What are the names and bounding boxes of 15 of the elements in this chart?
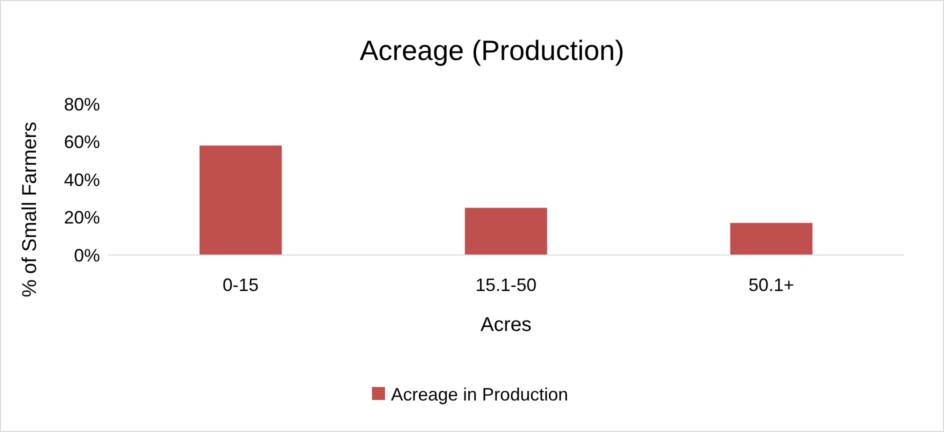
y-tick-label: 80%: [64, 94, 100, 114]
y-tick-label: 20%: [64, 208, 100, 228]
y-tick-label: 60%: [64, 132, 100, 152]
legend-label: Acreage in Production: [391, 384, 568, 404]
bar: [200, 146, 282, 255]
bar: [730, 222, 812, 255]
y-axis-title: % of Small Farmers: [19, 122, 41, 298]
y-tick-label: 0%: [74, 245, 100, 266]
y-tick-label: 40%: [64, 170, 100, 190]
x-tick-label: 50.1+: [748, 275, 794, 295]
x-tick-label: 0-15: [222, 275, 259, 295]
bar: [464, 208, 548, 255]
chart-title: Acreage (Production): [360, 35, 624, 66]
x-axis-title: Acres: [480, 314, 532, 336]
x-tick-label: 15.1-50: [475, 275, 537, 295]
